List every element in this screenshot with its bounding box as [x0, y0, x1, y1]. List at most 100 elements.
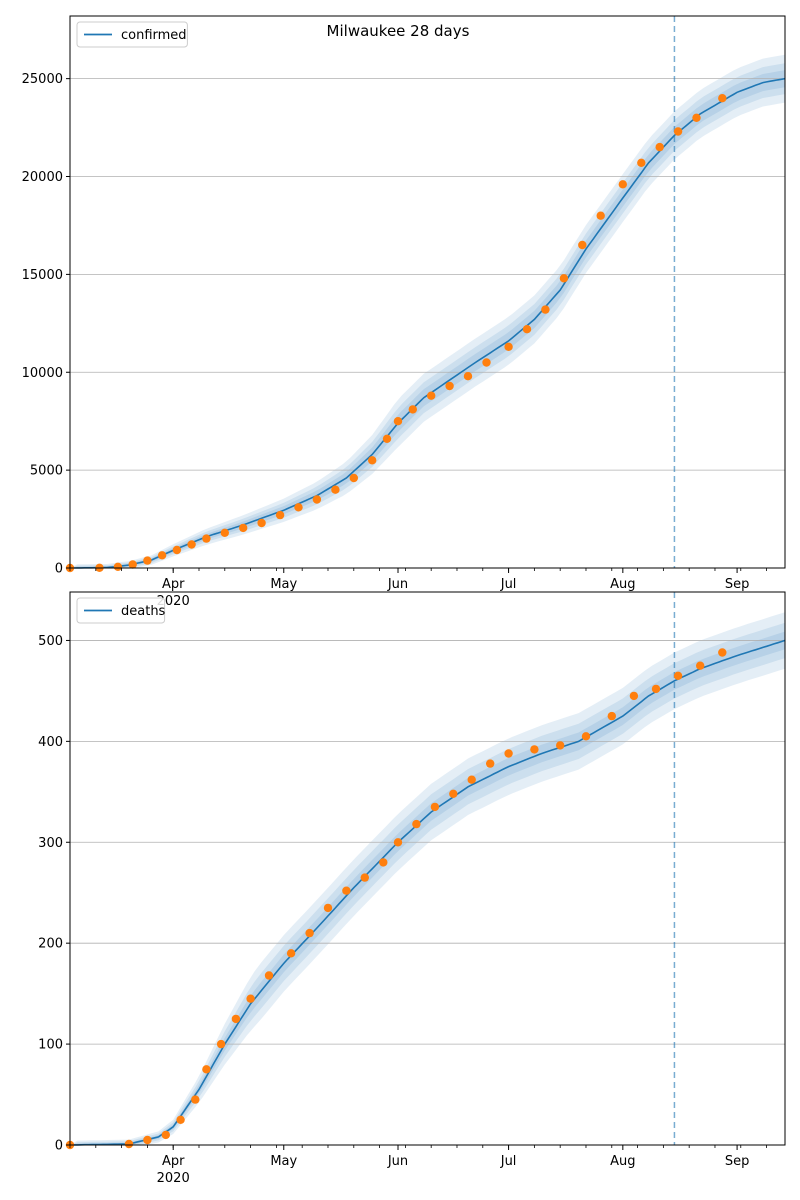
data-point: [161, 1130, 170, 1140]
y-tick-label: 0: [55, 1139, 63, 1154]
data-point: [655, 142, 664, 152]
data-point: [445, 381, 454, 391]
data-point: [463, 372, 473, 381]
data-point: [504, 749, 513, 758]
uncertainty-bands: [70, 612, 785, 1145]
x-tick-label: Apr: [162, 1154, 185, 1169]
x-tick-label: Jul: [500, 577, 517, 592]
model-line: [69, 639, 786, 1146]
x-tick-label: Sep: [725, 577, 750, 592]
data-point: [382, 434, 392, 443]
chart-deaths: 0 100 200 300 400 500 Apr 2020 May Jun Jul Aug Sep d…: [38, 591, 786, 1186]
data-point: [191, 1095, 200, 1104]
data-point: [393, 838, 403, 847]
x-tick-label: Jun: [387, 577, 408, 592]
y-tick-label: 300: [38, 836, 63, 851]
legend-box: [76, 597, 166, 624]
data-point: [449, 789, 458, 798]
data-point: [342, 886, 351, 895]
plot-frame: [69, 591, 786, 1146]
data-point: [607, 711, 616, 721]
data-point: [331, 485, 340, 494]
data-point: [231, 1014, 241, 1024]
legend-box: [76, 21, 188, 48]
data-point: [482, 358, 491, 367]
legend-label: deaths: [121, 604, 166, 619]
data-point: [718, 94, 727, 103]
legend: confirmed: [76, 21, 188, 48]
grid-lines: [70, 78, 785, 471]
data-point: [718, 648, 727, 657]
grid-lines: [70, 640, 785, 1045]
x-tick-label: Jul: [500, 1154, 517, 1169]
uncertainty-band: [70, 612, 785, 1145]
plot-frame: [69, 15, 786, 569]
data-point: [202, 534, 211, 543]
data-point: [202, 1065, 211, 1074]
axes: 0 100 200 300 400 500 Apr 2020 May Jun Jul Aug Sep: [38, 591, 786, 1186]
data-point: [637, 158, 646, 167]
y-tick-label: 0: [55, 562, 63, 577]
observed-points: [65, 94, 727, 573]
chart-title: Milwaukee 28 days: [327, 22, 470, 40]
data-point: [176, 1115, 185, 1125]
legend: deaths: [76, 597, 166, 624]
y-tick-label: 25000: [22, 72, 63, 87]
data-point: [264, 971, 274, 980]
data-point: [618, 180, 627, 189]
data-point: [673, 127, 683, 136]
data-point: [692, 113, 701, 123]
observed-points: [65, 648, 727, 1150]
data-point: [596, 211, 605, 220]
y-tick-label: 200: [38, 937, 63, 952]
data-point: [427, 391, 436, 400]
uncertainty-band: [70, 631, 785, 1145]
x-tick-sublabel: 2020: [157, 1171, 190, 1186]
data-point: [368, 456, 377, 465]
data-point: [220, 528, 229, 537]
data-point: [522, 325, 532, 334]
data-point: [412, 819, 421, 829]
data-point: [216, 1039, 226, 1049]
data-point: [257, 518, 266, 528]
y-tick-label: 5000: [30, 464, 63, 479]
data-point: [124, 1139, 134, 1149]
y-tick-label: 20000: [22, 170, 63, 185]
data-point: [187, 540, 196, 549]
data-point: [430, 802, 440, 812]
y-tick-label: 10000: [22, 366, 63, 381]
data-point: [629, 691, 639, 701]
x-tick-label: May: [270, 577, 297, 592]
data-point: [504, 342, 513, 351]
y-tick-label: 500: [38, 634, 63, 649]
uncertainty-band: [70, 63, 785, 568]
x-tick-label: Apr: [162, 577, 185, 592]
y-tick-label: 15000: [22, 268, 63, 283]
data-point: [581, 732, 591, 741]
data-point: [113, 562, 123, 571]
data-point: [578, 240, 587, 250]
legend-label: confirmed: [121, 28, 187, 43]
data-point: [143, 556, 152, 565]
data-point: [379, 858, 388, 867]
data-point: [305, 928, 314, 938]
data-point: [172, 545, 182, 555]
uncertainty-band: [70, 622, 785, 1145]
data-point: [696, 661, 705, 670]
data-point: [408, 405, 417, 414]
data-point: [275, 510, 285, 520]
x-tick-label: Jun: [387, 1154, 408, 1169]
data-point: [486, 759, 495, 768]
x-tick-label: Aug: [610, 1154, 635, 1169]
data-point: [467, 775, 476, 784]
x-tick-label: Sep: [725, 1154, 750, 1169]
data-point: [651, 684, 661, 694]
data-point: [239, 523, 248, 533]
data-point: [286, 949, 296, 958]
data-point: [323, 903, 333, 913]
data-point: [360, 873, 369, 882]
data-point: [312, 495, 322, 504]
